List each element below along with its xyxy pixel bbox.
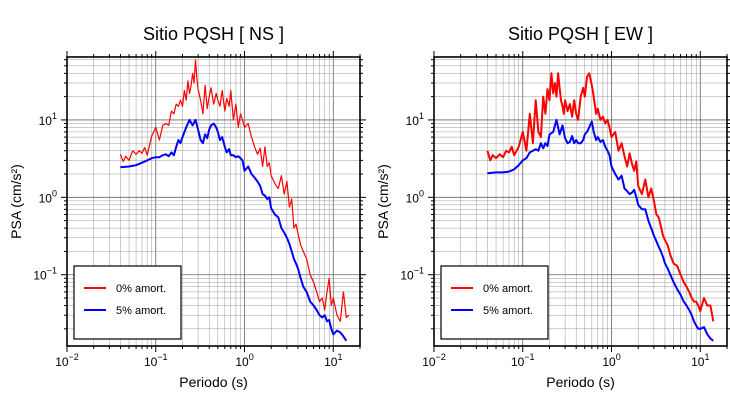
c1-chart-title: Sitio PQSH [ EW ] [508,24,653,44]
c1-y-axis-label: PSA (cm/s²) [375,164,391,239]
c0-legend-label-1: 5% amort. [116,305,166,317]
c1-y-tick-label-2: 101 [406,111,424,128]
c1-y-tick-base: 10 [406,114,420,128]
c0-x-axis-label: Periodo (s) [179,374,247,390]
c1-x-tick-label-3: 101 [691,352,709,369]
c0-x-tick-exp: 1 [337,352,342,362]
c1-x-tick-exp: 1 [704,352,709,362]
c1-x-tick-label-1: 10−1 [511,352,535,369]
c1-y-tick-base: 10 [400,269,414,283]
c0-x-tick-base: 10 [144,355,158,369]
c0-y-tick-label-0: 10−1 [33,266,57,283]
c0-x-tick-base: 10 [235,355,249,369]
c1-series-line-0 [486,72,715,322]
c1-y-tick-exp: 1 [419,111,424,121]
c0-series-line-0 [119,59,350,322]
c0-x-tick-label-3: 101 [324,352,342,369]
c0-legend-box [73,265,182,340]
c0-x-tick-label-1: 10−1 [144,352,168,369]
c0-y-tick-exp: −1 [47,266,57,276]
c1-x-axis-label: Periodo (s) [546,374,614,390]
c1-legend-label-1: 5% amort. [483,305,533,317]
c0-series-line-1 [120,118,348,342]
c0-chart-title: Sitio PQSH [ NS ] [143,24,284,44]
c0-x-tick-exp: −2 [69,352,79,362]
c1-x-tick-base: 10 [422,355,436,369]
c0-grid [66,57,361,346]
c0-y-tick-label-1: 100 [39,188,57,205]
c0-x-tick-label-0: 10−2 [55,352,79,369]
c1-x-tick-exp: −1 [524,352,534,362]
c1-y-tick-label-0: 10−1 [400,266,424,283]
c0-plot-frame [66,56,361,347]
c0-y-tick-base: 10 [39,191,53,205]
c0-y-tick-label-2: 101 [39,111,57,128]
c0-x-tick-label-2: 100 [235,352,253,369]
c1-y-tick-exp: −1 [414,266,424,276]
c0-x-tick-exp: −1 [157,352,167,362]
c1-y-tick-label-1: 100 [406,188,424,205]
c0-y-tick-exp: 1 [52,111,57,121]
c0-y-tick-base: 10 [33,269,47,283]
c0-x-tick-exp: 0 [249,352,254,362]
c1-x-tick-base: 10 [511,355,525,369]
c1-legend-label-0: 0% amort. [483,283,533,295]
c0-x-tick-base: 10 [324,355,338,369]
c1-x-tick-base: 10 [691,355,705,369]
c1-y-tick-exp: 0 [419,188,424,198]
c0-x-tick-base: 10 [55,355,69,369]
c1-x-tick-label-2: 100 [602,352,620,369]
c1-plot-frame [433,56,728,347]
c0-legend: 0% amort. 5% amort. [73,265,182,340]
c1-x-tick-exp: −2 [436,352,446,362]
c0-y-axis-label: PSA (cm/s²) [8,164,24,239]
c1-x-tick-base: 10 [602,355,616,369]
c1-legend-box [440,265,549,340]
c1-legend: 0% amort. 5% amort. [440,265,549,340]
c1-x-tick-label-0: 10−2 [422,352,446,369]
c0-y-tick-base: 10 [39,114,53,128]
c1-x-tick-exp: 0 [616,352,621,362]
c0-legend-label-0: 0% amort. [116,283,166,295]
c1-y-tick-base: 10 [406,191,420,205]
c0-y-tick-exp: 0 [52,188,57,198]
c1-series-line-1 [487,118,714,342]
